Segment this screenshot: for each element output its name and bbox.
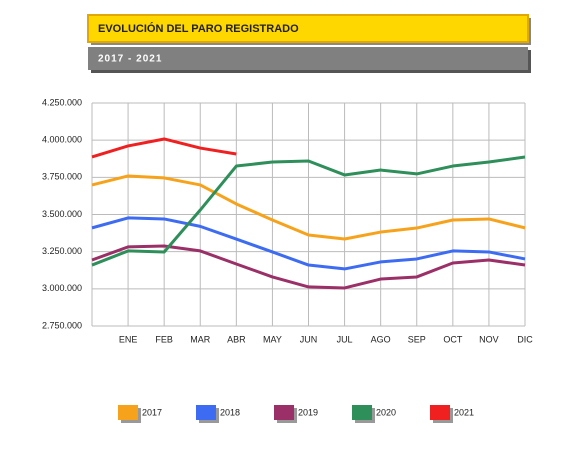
x-tick-label: OCT bbox=[443, 334, 463, 344]
x-tick-label: SEP bbox=[408, 334, 426, 344]
y-tick-label: 3.000.000 bbox=[42, 283, 82, 293]
chart-title: EVOLUCIÓN DEL PARO REGISTRADO bbox=[98, 22, 299, 35]
legend-swatch bbox=[274, 405, 294, 420]
y-tick-label: 2.750.000 bbox=[42, 320, 82, 330]
series-line bbox=[91, 244, 526, 290]
x-tick-label: MAR bbox=[190, 334, 211, 344]
legend-swatch bbox=[118, 405, 138, 420]
series-line bbox=[91, 137, 237, 159]
x-tick-label: JUN bbox=[300, 334, 318, 344]
legend-swatch bbox=[430, 405, 450, 420]
legend-swatch bbox=[352, 405, 372, 420]
y-tick-label: 4.250.000 bbox=[42, 97, 82, 107]
x-tick-label: ENE bbox=[119, 334, 138, 344]
y-tick-label: 3.500.000 bbox=[42, 209, 82, 219]
series-line bbox=[91, 216, 526, 271]
x-tick-label: DIC bbox=[517, 334, 533, 344]
chart-subtitle: 2017 - 2021 bbox=[98, 54, 162, 65]
x-tick-label: FEB bbox=[155, 334, 173, 344]
x-tick-label: NOV bbox=[479, 334, 499, 344]
subtitle-bar bbox=[88, 47, 528, 70]
y-tick-label: 4.000.000 bbox=[42, 135, 82, 145]
legend-label: 2017 bbox=[142, 407, 162, 417]
series-line bbox=[91, 174, 526, 241]
x-tick-label: AGO bbox=[371, 334, 391, 344]
legend-label: 2021 bbox=[454, 407, 474, 417]
legend-label: 2020 bbox=[376, 407, 396, 417]
legend-swatch bbox=[196, 405, 216, 420]
legend-label: 2019 bbox=[298, 407, 318, 417]
title-bar bbox=[87, 14, 529, 43]
x-tick-label: JUL bbox=[337, 334, 353, 344]
x-tick-label: ABR bbox=[227, 334, 246, 344]
y-tick-label: 3.750.000 bbox=[42, 172, 82, 182]
legend-label: 2018 bbox=[220, 407, 240, 417]
y-tick-label: 3.250.000 bbox=[42, 246, 82, 256]
series-line bbox=[91, 155, 526, 267]
x-tick-label: MAY bbox=[263, 334, 282, 344]
